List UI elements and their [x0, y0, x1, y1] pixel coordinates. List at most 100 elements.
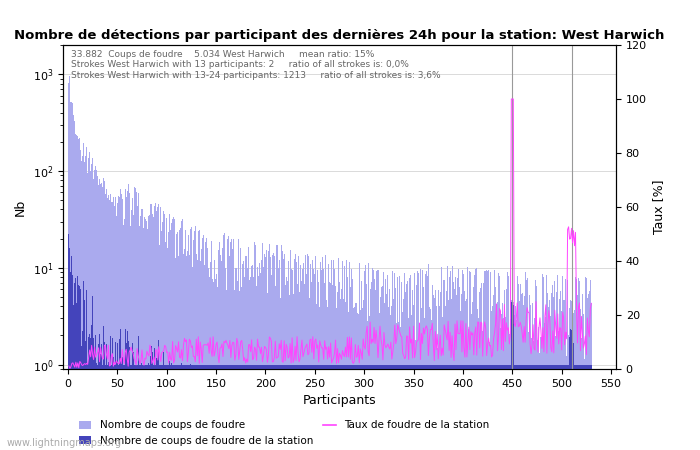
Bar	[511, 300, 512, 450]
Bar	[232, 364, 233, 450]
Bar	[441, 364, 442, 450]
Bar	[167, 248, 168, 450]
Bar	[314, 274, 315, 450]
Bar	[95, 335, 96, 450]
Bar	[487, 364, 488, 450]
Bar	[211, 364, 213, 450]
Bar	[288, 364, 290, 450]
Bar	[112, 202, 113, 450]
Bar	[122, 225, 124, 450]
Bar	[273, 364, 274, 450]
Bar	[180, 229, 181, 450]
Bar	[141, 199, 143, 450]
Bar	[101, 344, 102, 450]
Bar	[328, 264, 329, 450]
Bar	[172, 219, 173, 450]
Bar	[115, 342, 116, 450]
Bar	[170, 230, 171, 450]
Bar	[590, 364, 591, 450]
Bar	[110, 337, 111, 450]
Bar	[316, 304, 317, 450]
Bar	[284, 254, 285, 450]
Bar	[409, 278, 410, 450]
Bar	[280, 364, 281, 450]
Bar	[392, 364, 393, 450]
Bar	[335, 364, 336, 450]
Bar	[369, 316, 370, 450]
Bar	[94, 350, 95, 450]
Bar	[117, 203, 118, 450]
Bar	[234, 364, 235, 450]
Bar	[170, 364, 171, 450]
Bar	[203, 235, 204, 450]
Bar	[332, 364, 333, 450]
Bar	[494, 270, 495, 450]
Bar	[176, 234, 177, 450]
Bar	[553, 297, 554, 450]
Bar	[339, 364, 340, 450]
Bar	[377, 270, 379, 450]
Bar	[251, 266, 252, 450]
Bar	[285, 364, 286, 450]
Bar	[588, 364, 589, 450]
Bar	[356, 302, 357, 450]
Bar	[578, 364, 579, 450]
Bar	[126, 197, 127, 450]
Bar	[389, 364, 391, 450]
Bar	[362, 307, 363, 450]
Bar	[512, 286, 513, 450]
Bar	[524, 296, 525, 450]
Bar	[154, 206, 155, 450]
Bar	[245, 364, 246, 450]
Bar	[328, 364, 329, 450]
Bar	[421, 308, 422, 450]
Bar	[334, 364, 335, 450]
Bar	[452, 266, 453, 450]
Bar	[508, 276, 509, 450]
Bar	[243, 364, 244, 450]
Bar	[428, 265, 429, 450]
Bar	[114, 206, 115, 450]
Bar	[394, 364, 395, 450]
Bar	[91, 164, 92, 450]
Bar	[315, 256, 316, 450]
Bar	[183, 254, 184, 450]
Bar	[104, 342, 105, 450]
Bar	[194, 364, 195, 450]
Bar	[327, 307, 328, 450]
Bar	[489, 364, 490, 450]
Bar	[96, 170, 97, 450]
Bar	[223, 234, 225, 450]
Bar	[571, 330, 572, 450]
Bar	[521, 294, 522, 450]
Bar	[484, 271, 485, 450]
Bar	[190, 229, 191, 450]
Bar	[317, 270, 318, 450]
Bar	[193, 240, 194, 450]
Bar	[262, 364, 263, 450]
Bar	[211, 279, 213, 450]
Bar	[477, 364, 478, 450]
Bar	[323, 364, 324, 450]
Bar	[187, 364, 188, 450]
Bar	[285, 285, 286, 450]
Bar	[348, 312, 349, 450]
Bar	[86, 147, 88, 450]
Bar	[198, 364, 199, 450]
Bar	[517, 364, 518, 450]
Bar	[456, 278, 458, 450]
Bar	[491, 364, 492, 450]
Bar	[335, 286, 336, 450]
Bar	[499, 364, 500, 450]
Bar	[261, 260, 262, 450]
Bar	[310, 264, 312, 450]
Bar	[506, 289, 507, 450]
Bar	[269, 244, 270, 450]
Bar	[156, 358, 158, 450]
Bar	[367, 321, 368, 450]
Bar	[464, 291, 466, 450]
Bar	[203, 364, 204, 450]
Bar	[248, 247, 249, 450]
Bar	[178, 364, 179, 450]
Bar	[417, 270, 418, 450]
